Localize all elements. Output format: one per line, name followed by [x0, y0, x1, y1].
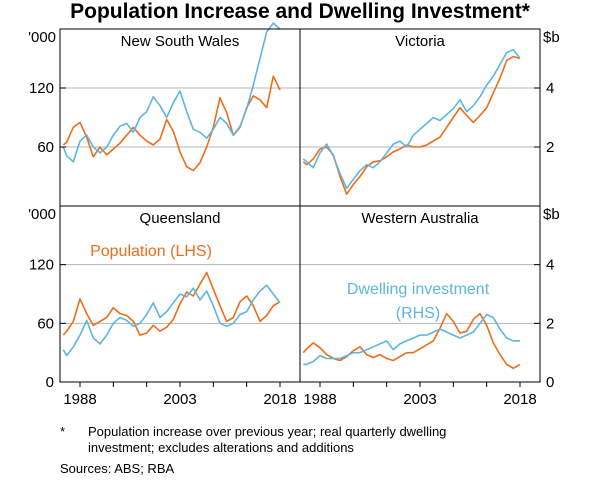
left-axis-unit: '000 — [28, 29, 56, 46]
panel-title: Victoria — [395, 33, 445, 50]
x-axis-tick-label: 2003 — [403, 391, 436, 408]
population-series-line — [302, 55, 521, 195]
panel-title: New South Wales — [121, 33, 240, 50]
left-axis-unit: '000 — [28, 206, 56, 223]
right-axis-unit: $b — [543, 29, 560, 46]
right-axis-tick-label: 2 — [546, 315, 554, 332]
chart-title: Population Increase and Dwelling Investm… — [70, 0, 531, 23]
right-axis-tick-label: 2 — [546, 139, 554, 156]
sources-note: Sources: ABS; RBA — [60, 461, 175, 476]
right-axis-unit: $b — [543, 206, 560, 223]
left-axis-tick-label: 120 — [29, 257, 54, 274]
x-axis-tick-label: 2003 — [163, 391, 196, 408]
left-axis-tick-label: 60 — [37, 139, 54, 156]
right-axis-tick-label: 4 — [546, 80, 554, 97]
right-axis-tick-label: 0 — [546, 374, 554, 391]
dwelling-annotation-line-2: (RHS) — [396, 305, 440, 322]
footnote-line-2: investment; excludes alterations and add… — [88, 440, 354, 455]
panel-title: Queensland — [140, 210, 221, 227]
dwelling-series-line — [62, 22, 281, 163]
population-series-line — [62, 271, 281, 336]
x-axis-tick-label: 1988 — [63, 391, 96, 408]
right-axis-tick-label: 4 — [546, 257, 554, 274]
left-axis-tick-label: 120 — [29, 80, 54, 97]
dwelling-series-line — [303, 313, 520, 366]
panel-title: Western Australia — [361, 210, 479, 227]
chart: Population Increase and Dwelling Investm… — [28, 0, 560, 408]
footnote-line-1: Population increase over previous year; … — [88, 424, 447, 439]
dwelling-series-line — [62, 284, 281, 357]
x-axis-tick-label: 2018 — [263, 391, 296, 408]
footnote-marker: * — [60, 424, 66, 439]
dwelling-series-line — [302, 48, 521, 190]
population-annotation: Population (LHS) — [90, 243, 212, 260]
x-axis-tick-label: 2018 — [503, 391, 536, 408]
population-series-line — [62, 75, 281, 172]
dwelling-annotation-line-1: Dwelling investment — [347, 281, 490, 298]
x-axis-tick-label: 1988 — [303, 391, 336, 408]
left-axis-tick-label: 60 — [37, 315, 54, 332]
left-axis-tick-label: 0 — [46, 374, 54, 391]
